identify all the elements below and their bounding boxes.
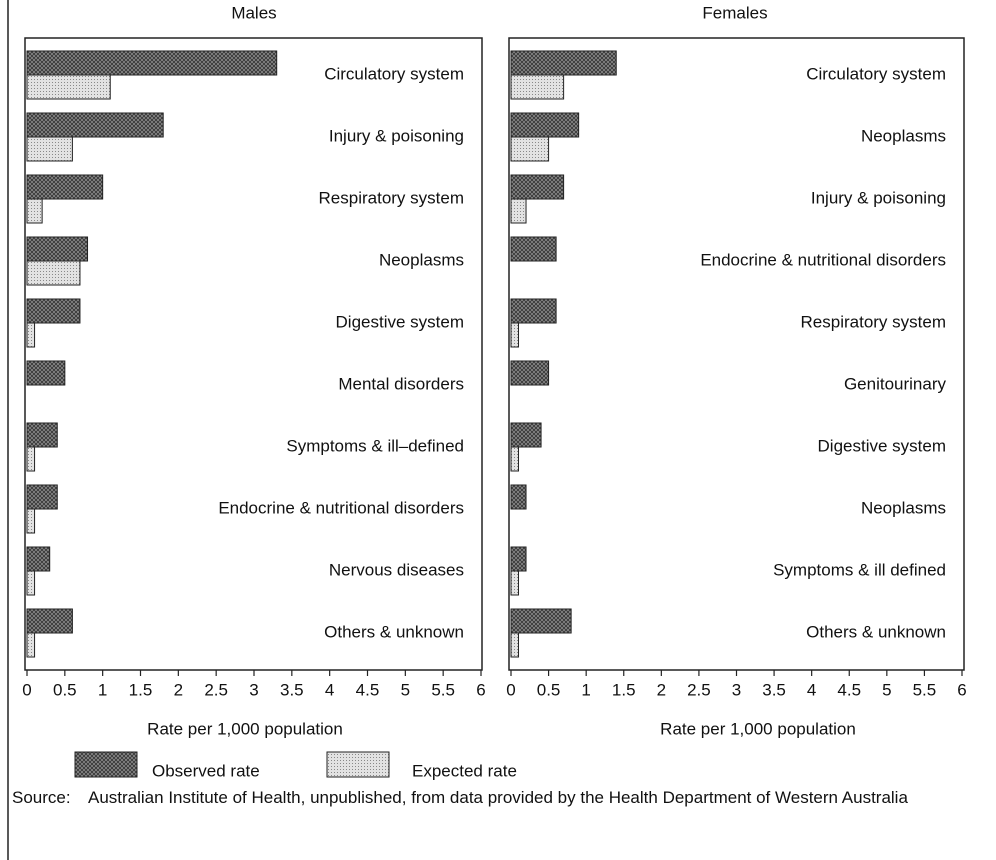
bar [26,508,36,534]
category-label: Symptoms & ill defined [773,560,946,579]
category-label: Mental disorders [338,374,464,393]
category-label: Digestive system [818,436,946,455]
bar [26,608,73,634]
x-tick-label: 2.5 [687,680,711,699]
panel-title: Males [231,3,276,22]
panel-title: Females [702,3,767,22]
x-tick-label: 5.5 [913,680,937,699]
bar [26,422,58,448]
legend-label: Expected rate [412,761,517,780]
category-label: Neoplasms [861,126,946,145]
x-tick-label: 4 [807,680,816,699]
x-tick-label: 0 [506,680,515,699]
x-axis-label: Rate per 1,000 population [147,719,343,738]
category-label: Injury & poisoning [329,126,464,145]
bar [26,136,73,162]
x-tick-label: 4.5 [356,680,380,699]
category-label: Nervous diseases [329,560,464,579]
x-tick-label: 5 [401,680,410,699]
x-tick-label: 1 [98,680,107,699]
bar [510,322,520,348]
x-tick-label: 5.5 [431,680,455,699]
bar [510,112,580,138]
bar [26,236,89,262]
category-label: Circulatory system [806,64,946,83]
category-label: Symptoms & ill–defined [286,436,464,455]
x-axis-label: Rate per 1,000 population [660,719,856,738]
category-label: Endocrine & nutritional disorders [218,498,464,517]
bar [26,260,81,286]
x-tick-label: 4.5 [837,680,861,699]
x-tick-label: 3.5 [280,680,304,699]
bar [26,446,36,472]
bar [510,570,520,596]
legend-swatch [326,751,390,778]
bar [26,322,36,348]
bar [510,236,557,262]
category-label: Neoplasms [861,498,946,517]
category-label: Respiratory system [319,188,464,207]
x-tick-label: 3.5 [762,680,786,699]
legend-swatch [74,751,138,778]
bar [26,198,43,224]
source: Source: Australian Institute of Health, … [12,788,972,807]
bar [510,298,557,324]
bar [26,484,58,510]
x-tick-label: 1 [581,680,590,699]
bar [510,174,565,200]
x-tick-label: 0 [22,680,31,699]
bar [510,608,572,634]
bar [510,360,550,386]
legend-label: Observed rate [152,761,260,780]
category-label: Circulatory system [324,64,464,83]
bar [26,174,104,200]
bar [26,112,164,138]
bar [26,298,81,324]
bar [510,446,520,472]
source-text: Australian Institute of Health, unpublis… [88,788,908,807]
bar [26,632,36,658]
source-label: Source: [12,788,71,807]
x-tick-label: 0.5 [53,680,77,699]
bar [510,136,550,162]
x-tick-label: 3 [249,680,258,699]
category-label: Respiratory system [801,312,946,331]
x-tick-label: 4 [325,680,334,699]
category-label: Endocrine & nutritional disorders [700,250,946,269]
bar [510,50,617,76]
category-label: Others & unknown [324,622,464,641]
bar [510,74,565,100]
bar [26,546,51,572]
bar [26,360,66,386]
x-tick-label: 1.5 [612,680,636,699]
category-label: Others & unknown [806,622,946,641]
bar [510,422,542,448]
category-label: Digestive system [336,312,464,331]
bar [510,632,520,658]
x-tick-label: 6 [476,680,485,699]
x-tick-label: 2 [657,680,666,699]
x-tick-label: 2 [174,680,183,699]
category-label: Neoplasms [379,250,464,269]
x-tick-label: 6 [957,680,966,699]
bar [26,50,278,76]
x-tick-label: 3 [732,680,741,699]
bar [26,74,111,100]
category-label: Genitourinary [844,374,947,393]
bar [510,546,527,572]
x-tick-label: 0.5 [537,680,561,699]
category-label: Injury & poisoning [811,188,946,207]
bar [510,198,527,224]
bar [26,570,36,596]
x-tick-label: 2.5 [204,680,228,699]
bar [510,484,527,510]
x-tick-label: 1.5 [129,680,153,699]
x-tick-label: 5 [882,680,891,699]
